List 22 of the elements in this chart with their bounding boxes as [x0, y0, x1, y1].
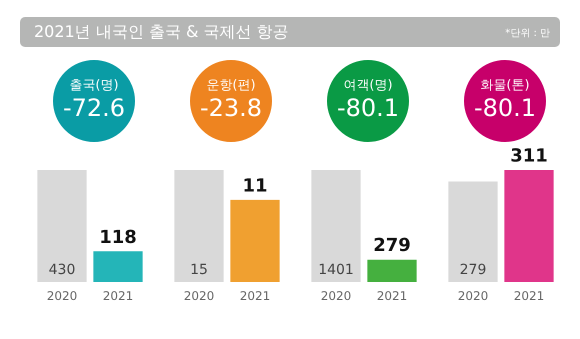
text: 2021년 내국인 출국 & 국제선 항공	[34, 22, 289, 43]
data-label: 279	[460, 262, 486, 278]
x-tick-label: 2020	[46, 289, 78, 303]
data-label: 430	[48, 262, 76, 278]
x-tick-label: 2021	[514, 289, 544, 303]
data-label: 1401	[318, 262, 354, 278]
chart-title: 여객(명)	[342, 77, 394, 94]
data-label: 279	[373, 235, 411, 256]
data-label: 118	[99, 226, 137, 248]
data-label: 11	[242, 175, 268, 196]
data-label: 15	[190, 262, 208, 278]
text: *단위 : 만	[505, 27, 550, 40]
x-tick-label: 2020	[320, 289, 352, 303]
data-label: 311	[510, 146, 548, 166]
x-tick-label: 2021	[376, 289, 408, 303]
x-tick-label: 2020	[184, 289, 214, 303]
chart-title: 운항(편)	[205, 77, 257, 94]
chart-title: 출국(명)	[68, 77, 120, 94]
x-tick-label: 2021	[102, 289, 134, 303]
x-tick-label: 2021	[240, 289, 270, 303]
x-tick-label: 2020	[458, 289, 488, 303]
chart-title: 화물(톤)	[479, 77, 531, 94]
